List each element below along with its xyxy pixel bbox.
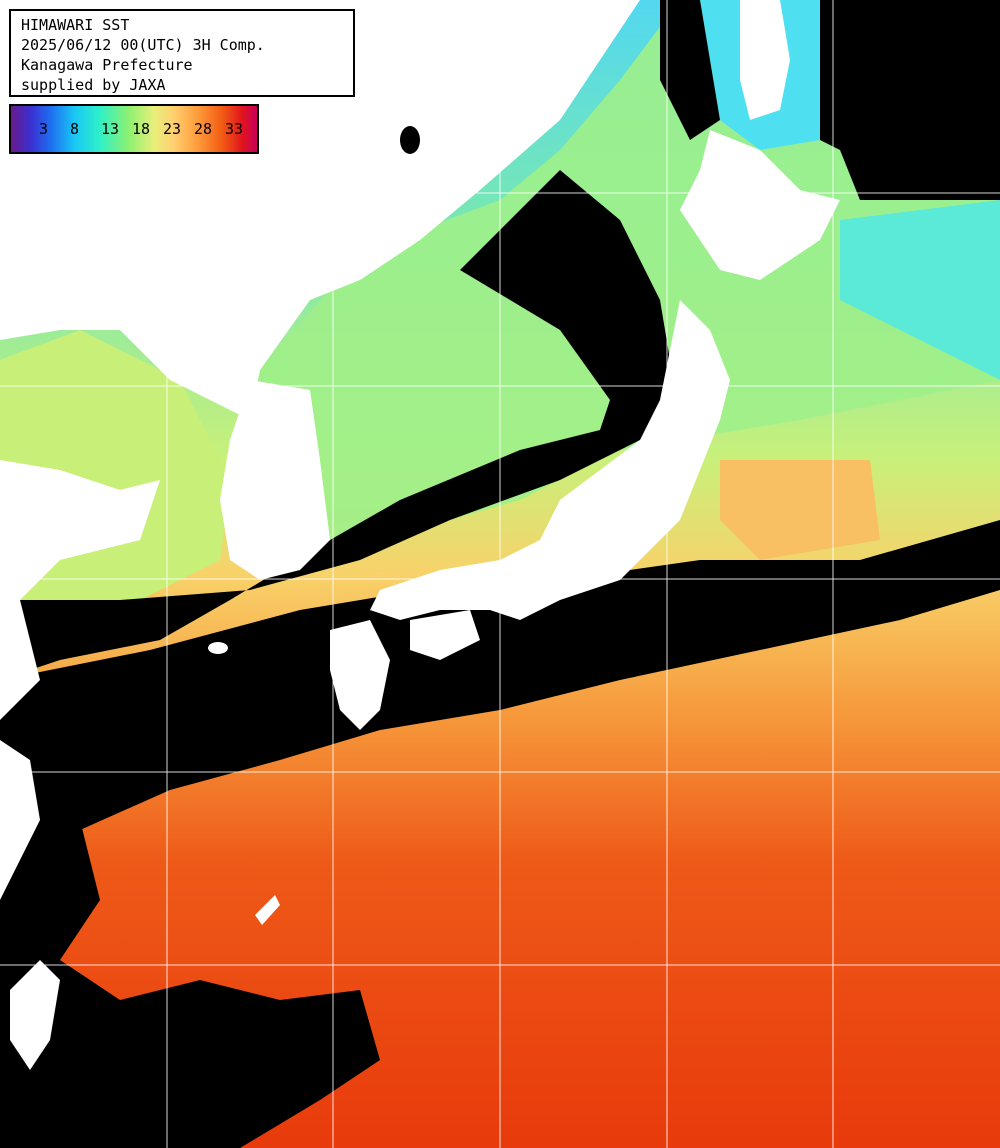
land-china-coast <box>0 460 160 720</box>
temperature-colorbar: 3 8 13 18 23 28 33 <box>9 104 259 154</box>
cloud-band-1 <box>0 170 680 680</box>
colorbar-tick: 8 <box>70 120 80 138</box>
land-hokkaido <box>680 130 840 280</box>
cloud-okhotsk-west <box>660 0 720 140</box>
land-sakhalin <box>740 0 790 120</box>
land-okinawa <box>255 895 280 925</box>
cloud-northeast <box>820 0 1000 200</box>
colorbar-tick: 28 <box>194 120 213 138</box>
map-title: HIMAWARI SST <box>21 16 130 34</box>
map-credit: supplied by JAXA <box>21 76 166 94</box>
land-tsushima <box>208 642 228 654</box>
colorbar-ticks: 3 8 13 18 23 28 33 <box>39 120 256 138</box>
colorbar-tick: 13 <box>101 120 120 138</box>
map-org: Kanagawa Prefecture <box>21 56 193 74</box>
colorbar-tick: 18 <box>132 120 151 138</box>
cloud-south <box>0 820 380 1148</box>
land-sado <box>400 126 420 154</box>
land-korea <box>220 380 330 580</box>
land-china-south <box>0 740 40 900</box>
land-taiwan <box>10 960 60 1070</box>
info-box: HIMAWARI SST 2025/06/12 00(UTC) 3H Comp.… <box>9 9 355 97</box>
land-shikoku <box>410 610 480 660</box>
map-datetime: 2025/06/12 00(UTC) 3H Comp. <box>21 36 265 54</box>
colorbar-tick: 33 <box>225 120 244 138</box>
kuroshio-warm-patch <box>720 460 880 560</box>
north-pacific-cold <box>840 200 1000 380</box>
colorbar-tick: 23 <box>163 120 182 138</box>
colorbar-tick: 3 <box>39 120 49 138</box>
land-kyushu <box>330 620 390 730</box>
land-honshu <box>370 300 730 620</box>
